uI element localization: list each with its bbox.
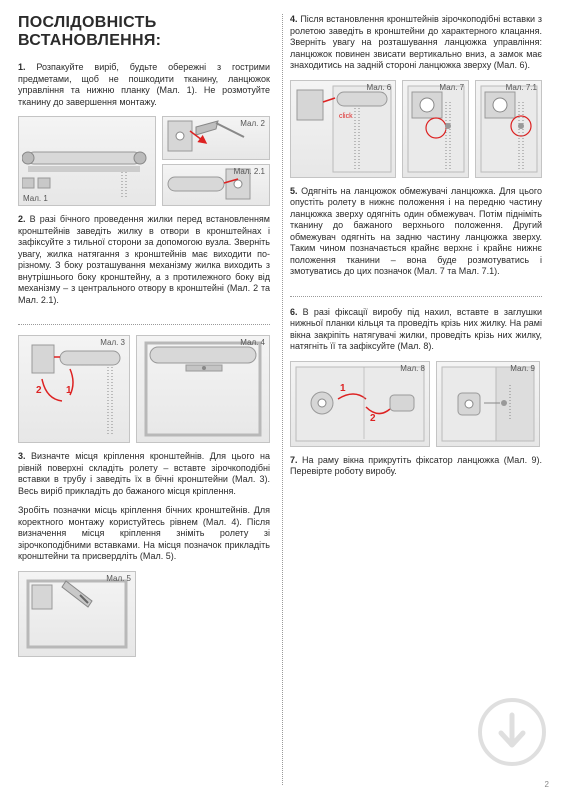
fig9-caption: Мал. 9 (510, 364, 535, 373)
vertical-divider (282, 14, 283, 785)
figure-3: Мал. 3 2 1 (18, 335, 130, 443)
watermark-icon (477, 697, 547, 767)
fig8-caption: Мал. 8 (400, 364, 425, 373)
figure-1: Мал. 1 (18, 116, 156, 206)
page-title: ПОСЛІДОВНІСТЬ ВСТАНОВЛЕННЯ: (18, 14, 270, 50)
step-2-body: В разі бічного проведення жилки перед вс… (18, 214, 270, 305)
figure-2: Мал. 2 (162, 116, 270, 160)
fig5-caption: Мал. 5 (106, 574, 131, 583)
step-5-body: Одягніть на ланцюжок обмежувачі ланцюжка… (290, 186, 542, 277)
step-6-text: 6. В разі фіксації виробу під нахил, вст… (290, 307, 542, 353)
page-number: 2 (545, 780, 549, 789)
right-column: 4. Після встановлення кронштейнів зірочк… (290, 14, 542, 785)
step-6-body: В разі фіксації виробу під нахил, вставт… (290, 307, 542, 352)
right-divider (290, 296, 542, 297)
figure-7-1: Мал. 7.1 (475, 80, 542, 178)
step-4-text: 4. Після встановлення кронштейнів зірочк… (290, 14, 542, 72)
left-column: ПОСЛІДОВНІСТЬ ВСТАНОВЛЕННЯ: 1. Розпакуйт… (18, 14, 270, 785)
svg-text:1: 1 (340, 383, 346, 394)
figure-4: Мал. 4 (136, 335, 270, 443)
fig2-caption: Мал. 2 (240, 119, 265, 128)
figs-8-9: Мал. 8 1 2 Мал. 9 (290, 361, 542, 447)
step-1-body: Розпакуйте виріб, будьте обережні з гост… (18, 62, 270, 107)
fig4-caption: Мал. 4 (240, 338, 265, 347)
left-divider (18, 324, 270, 325)
figure-9: Мал. 9 (436, 361, 540, 447)
fig6-caption: Мал. 6 (366, 83, 391, 92)
step-3a-text: 3. Визначте місця кріплення кронштейнів.… (18, 451, 270, 497)
fig3-caption: Мал. 3 (100, 338, 125, 347)
fig1-caption: Мал. 1 (23, 194, 48, 203)
fig21-caption: Мал. 2.1 (234, 167, 265, 176)
svg-text:click: click (339, 113, 353, 120)
svg-text:2: 2 (370, 413, 376, 424)
svg-text:2: 2 (36, 385, 42, 396)
step-7-body: На раму вікна прикрутіть фіксатор ланцюж… (290, 455, 542, 477)
figure-8: Мал. 8 1 2 (290, 361, 430, 447)
figure-2-1: Мал. 2.1 (162, 164, 270, 206)
step-2-text: 2. В разі бічного проведення жилки перед… (18, 214, 270, 306)
step-3b-text: Зробіть позначки місць кріплення бічних … (18, 505, 270, 563)
figure-6: Мал. 6 click (290, 80, 396, 178)
step-7-text: 7. На раму вікна прикрутіть фіксатор лан… (290, 455, 542, 478)
figs-5: Мал. 5 (18, 571, 270, 657)
figure-5: Мал. 5 (18, 571, 136, 657)
fig71-caption: Мал. 7.1 (506, 83, 537, 92)
step-3a-body: Визначте місця кріплення кронштейнів. Дл… (18, 451, 270, 496)
figs-3-4: Мал. 3 2 1 Мал. 4 (18, 335, 270, 443)
figs-1-2: Мал. 1 Мал. 2 (18, 116, 270, 206)
step-1-text: 1. Розпакуйте виріб, будьте обережні з г… (18, 62, 270, 108)
figs-6-7: Мал. 6 click Мал. 7 (290, 80, 542, 178)
step-4-body: Після встановлення кронштейнів зірочкопо… (290, 14, 542, 70)
fig7-caption: Мал. 7 (439, 83, 464, 92)
step-5-text: 5. Одягніть на ланцюжок обмежувачі ланцю… (290, 186, 542, 278)
figure-7: Мал. 7 (402, 80, 469, 178)
